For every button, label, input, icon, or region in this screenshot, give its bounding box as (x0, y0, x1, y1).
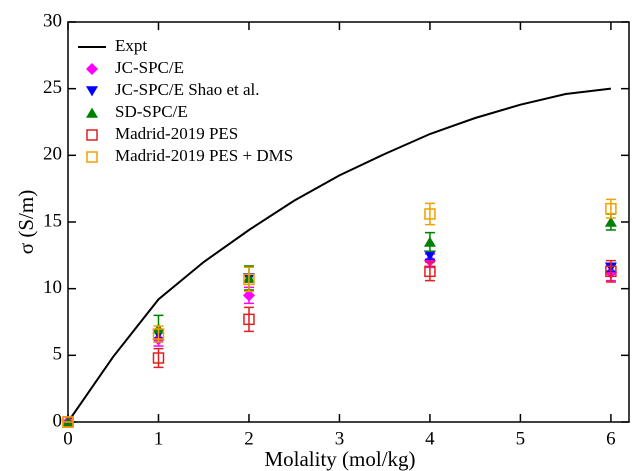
legend-label: JC-SPC/E (115, 58, 184, 77)
error-bar (243, 266, 254, 293)
data-point (424, 208, 436, 220)
data-point (423, 250, 436, 261)
y-tick-label: 25 (43, 77, 62, 98)
legend-label: Madrid-2019 PES (115, 124, 238, 143)
x-tick-label: 1 (154, 428, 164, 449)
legend-label: JC-SPC/E Shao et al. (115, 80, 260, 99)
error-bar (424, 202, 435, 226)
x-tick-label: 5 (516, 428, 526, 449)
y-tick-label: 15 (43, 210, 62, 231)
y-tick-label: 5 (53, 344, 63, 365)
legend-label: Expt (115, 36, 147, 55)
legend-symbol (86, 107, 98, 118)
x-tick-label: 2 (244, 428, 254, 449)
data-point (605, 265, 617, 278)
error-bar (605, 259, 616, 283)
legend-symbol (86, 129, 98, 141)
x-axis-label: Molality (mol/kg) (264, 447, 415, 471)
data-point (243, 273, 255, 286)
line-series (67, 87, 612, 423)
data-point (604, 216, 617, 227)
data-point (424, 265, 436, 278)
error-bar (243, 306, 254, 333)
x-tick-label: 3 (335, 428, 345, 449)
data-point (152, 352, 165, 364)
data-point (243, 313, 255, 326)
data-point (62, 416, 74, 428)
error-bar (424, 261, 435, 282)
x-tick-label: 6 (606, 428, 616, 449)
legend-symbol (86, 86, 98, 97)
y-tick-label: 30 (43, 10, 62, 31)
error-bar (605, 198, 616, 219)
data-point (152, 328, 165, 340)
x-tick-label: 4 (425, 428, 435, 449)
legend-symbol (86, 151, 98, 163)
x-tick-label: 0 (63, 428, 73, 449)
data-point (242, 289, 255, 302)
y-tick-label: 0 (53, 410, 63, 431)
y-tick-label: 10 (43, 277, 62, 298)
data-point (605, 202, 617, 215)
y-tick-label: 20 (43, 144, 62, 165)
legend-symbol (86, 63, 98, 75)
data-point (423, 236, 436, 247)
error-bar (153, 347, 164, 369)
legend-label: SD-SPC/E (115, 102, 188, 121)
y-axis-label: σ (S/m) (14, 190, 38, 254)
legend-label: Madrid-2019 PES + DMS (115, 146, 293, 165)
